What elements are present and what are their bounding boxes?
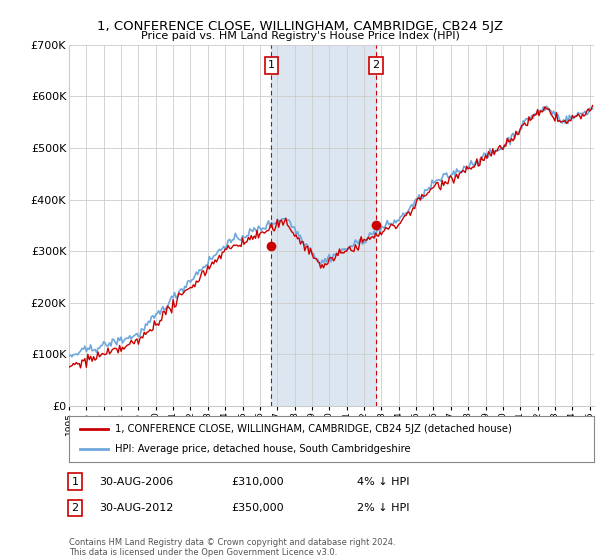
Text: 4% ↓ HPI: 4% ↓ HPI — [357, 477, 409, 487]
Text: Price paid vs. HM Land Registry's House Price Index (HPI): Price paid vs. HM Land Registry's House … — [140, 31, 460, 41]
Text: Contains HM Land Registry data © Crown copyright and database right 2024.
This d: Contains HM Land Registry data © Crown c… — [69, 538, 395, 557]
Text: 1: 1 — [71, 477, 79, 487]
Bar — [271, 45, 376, 406]
Text: 2: 2 — [372, 60, 379, 71]
Text: £350,000: £350,000 — [231, 503, 284, 513]
Text: 2% ↓ HPI: 2% ↓ HPI — [357, 503, 409, 513]
Text: 30-AUG-2012: 30-AUG-2012 — [99, 503, 173, 513]
Text: 30-AUG-2006: 30-AUG-2006 — [99, 477, 173, 487]
Text: HPI: Average price, detached house, South Cambridgeshire: HPI: Average price, detached house, Sout… — [115, 444, 411, 454]
Text: 1, CONFERENCE CLOSE, WILLINGHAM, CAMBRIDGE, CB24 5JZ (detached house): 1, CONFERENCE CLOSE, WILLINGHAM, CAMBRID… — [115, 424, 512, 434]
Text: 1: 1 — [268, 60, 275, 71]
Text: 1, CONFERENCE CLOSE, WILLINGHAM, CAMBRIDGE, CB24 5JZ: 1, CONFERENCE CLOSE, WILLINGHAM, CAMBRID… — [97, 20, 503, 32]
Text: 2: 2 — [71, 503, 79, 513]
Text: £310,000: £310,000 — [231, 477, 284, 487]
